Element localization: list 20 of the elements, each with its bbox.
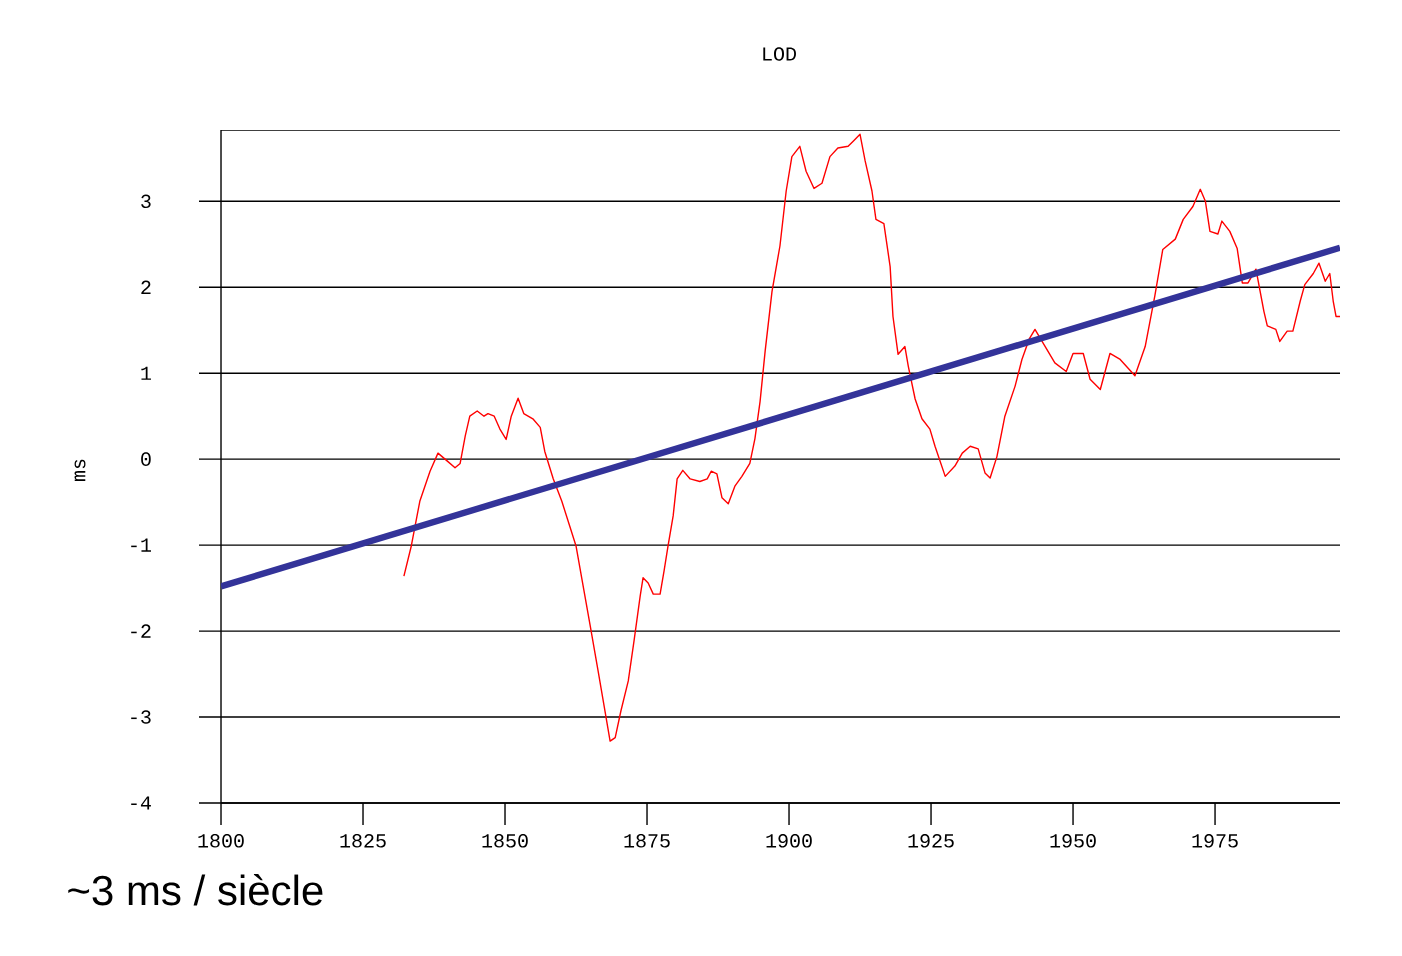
y-tick-label: 3 [141,194,151,209]
y-tick-label: 1 [141,366,151,380]
x-tick-label: 1975 [1192,834,1238,848]
x-tick-label: 1800 [198,834,244,848]
x-tick-label: 1900 [766,834,812,848]
x-tick-label: 1875 [624,834,670,848]
y-tick-label: -4 [131,796,151,810]
x-tick-label: 1825 [340,834,386,848]
y-tick-label: 0 [141,452,151,466]
chart-title: LOD [763,47,796,61]
x-tick-label: 1850 [482,834,528,848]
text: ~3 ms / siècle [68,874,323,906]
y-axis-title: ms [74,459,86,482]
line-series [403,133,1341,742]
y-tick-label: -1 [131,538,151,552]
y-tick-label: 2 [141,280,151,294]
x-tick-label: 1925 [908,834,954,848]
y-tick-label: -2 [131,624,151,638]
x-tick-label: 1950 [1050,834,1096,848]
y-tick-label: -3 [131,710,151,724]
